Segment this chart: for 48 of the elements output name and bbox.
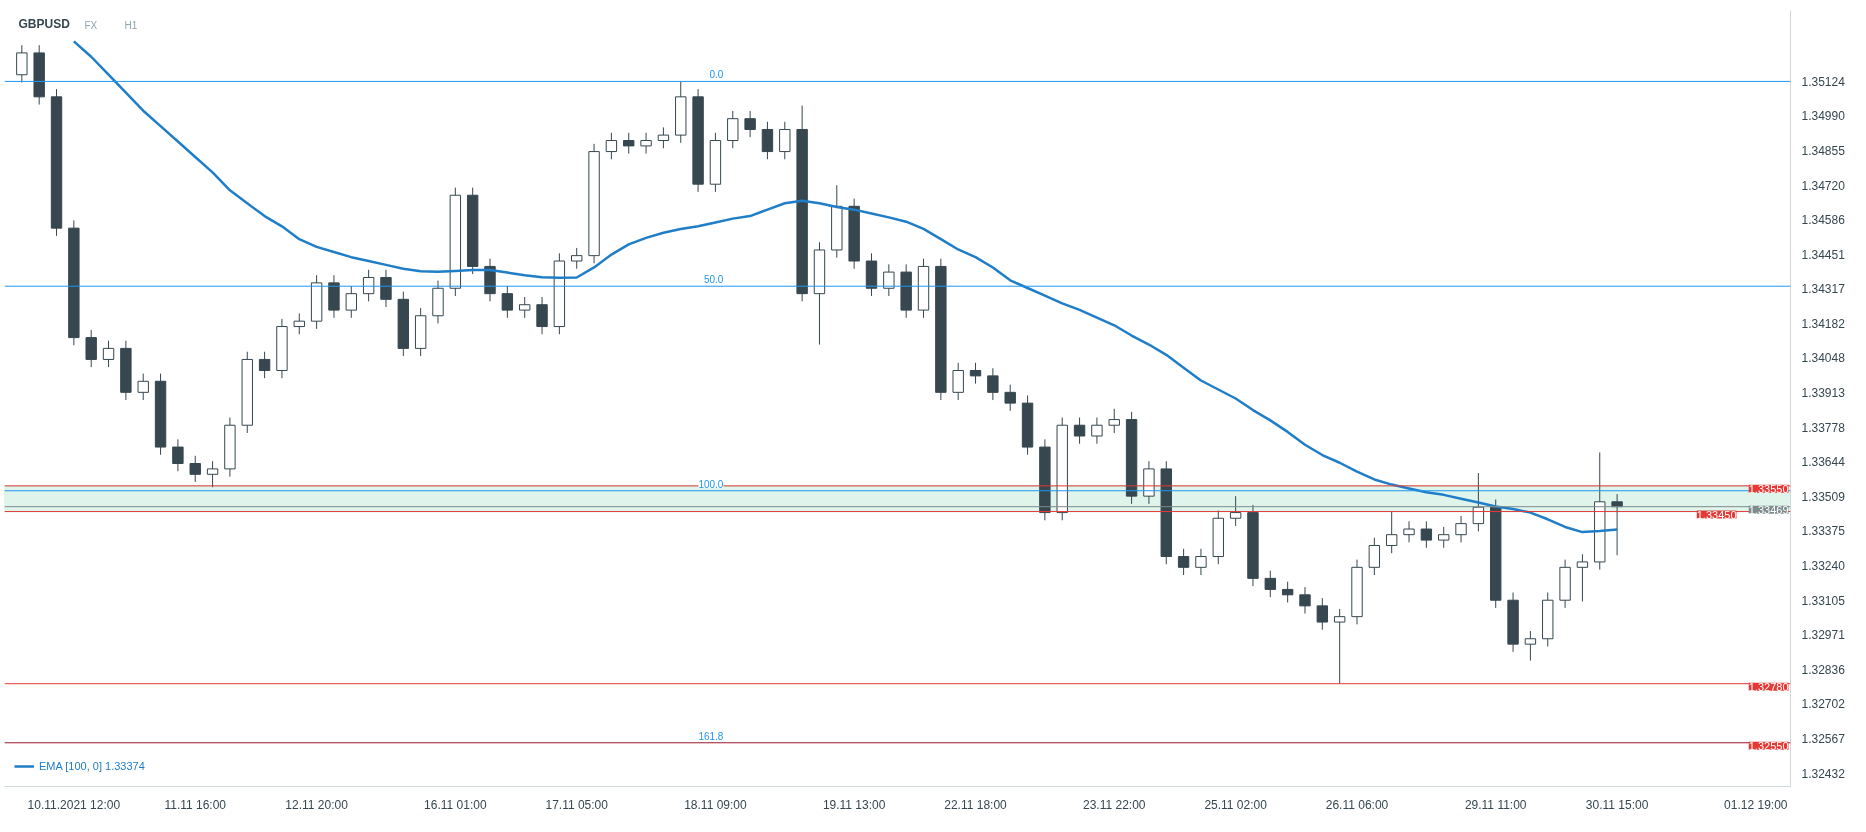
- x-tick-label: 26.11 06:00: [1325, 797, 1389, 812]
- y-tick-label: 1.34855: [1801, 144, 1846, 159]
- annotation: 100.0: [698, 478, 724, 490]
- x-tick-label: 19.11 13:00: [822, 797, 886, 812]
- y-tick-label: 1.33240: [1801, 559, 1846, 574]
- y-tick-label: 1.33644: [1801, 455, 1846, 470]
- annotation: 0.0: [709, 69, 724, 81]
- annotation: 161.8: [698, 730, 724, 742]
- y-tick-label: 1.33913: [1801, 386, 1846, 401]
- ref-line-label: 1.33550: [1748, 482, 1789, 495]
- y-tick-label: 1.34451: [1801, 247, 1846, 262]
- annotation: 50.0: [703, 274, 724, 286]
- x-tick-label: 25.11 02:00: [1204, 797, 1268, 812]
- x-tick-label: 16.11 01:00: [424, 797, 487, 812]
- y-tick-label: 1.32836: [1801, 662, 1846, 677]
- x-tick-label: 22.11 18:00: [944, 797, 1008, 812]
- text: GBPUSD: [18, 16, 71, 31]
- y-tick-label: 1.33375: [1801, 524, 1846, 539]
- x-tick-label: 11.11 16:00: [164, 797, 227, 812]
- x-tick-label: 29.11 11:00: [1464, 797, 1527, 812]
- y-tick-label: 1.33509: [1801, 489, 1846, 504]
- ref-line-label: 1.32550: [1748, 739, 1789, 752]
- x-tick-label: 01.12 19:00: [1724, 797, 1788, 812]
- y-tick-label: 1.34990: [1801, 109, 1846, 124]
- y-tick-label: 1.34720: [1801, 178, 1846, 193]
- x-tick-label: 23.11 22:00: [1083, 797, 1146, 812]
- y-tick-label: 1.32432: [1801, 766, 1846, 781]
- y-tick-label: 1.32971: [1801, 628, 1846, 643]
- y-tick-label: 1.33105: [1801, 593, 1846, 608]
- legend-label: EMA [100, 0] 1.33374: [39, 760, 145, 772]
- y-tick-label: 1.34182: [1801, 316, 1846, 331]
- x-tick-label: 10.11.2021 12:00: [27, 797, 121, 812]
- x-tick-label: 18.11 09:00: [684, 797, 748, 812]
- x-tick-label: 12.11 20:00: [285, 797, 349, 812]
- y-tick-label: 1.34317: [1801, 282, 1846, 297]
- ref-line-label: 1.33450: [1696, 508, 1737, 521]
- ref-line-label: 1.32780: [1748, 680, 1789, 693]
- annotation: H1: [124, 19, 138, 31]
- y-tick-label: 1.35124: [1801, 74, 1846, 89]
- y-tick-label: 1.34586: [1801, 213, 1846, 228]
- y-tick-label: 1.34048: [1801, 351, 1846, 366]
- x-tick-label: 30.11 15:00: [1585, 797, 1649, 812]
- annotation: FX: [84, 19, 98, 31]
- y-tick-label: 1.33778: [1801, 420, 1846, 435]
- y-tick-label: 1.32702: [1801, 697, 1846, 712]
- ref-line-label: 1.33469: [1748, 503, 1789, 516]
- x-tick-label: 17.11 05:00: [545, 797, 609, 812]
- y-tick-label: 1.32567: [1801, 731, 1846, 746]
